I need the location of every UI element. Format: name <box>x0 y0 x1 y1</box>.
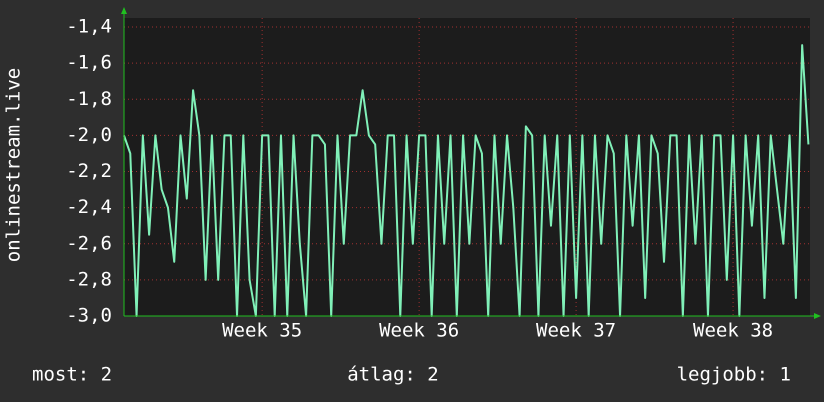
axis-arrow <box>121 7 127 14</box>
y-tick-label: -1,4 <box>66 16 112 38</box>
footer-current: most: 2 <box>32 364 112 386</box>
x-tick-label: Week 38 <box>693 320 773 342</box>
axis-arrow <box>814 313 821 319</box>
x-tick-label: Week 35 <box>222 320 302 342</box>
y-tick-label: -2,0 <box>66 124 112 146</box>
y-tick-label: -1,8 <box>66 88 112 110</box>
y-axis-label: onlinestream.live <box>3 68 25 262</box>
y-tick-label: -2,6 <box>66 232 112 254</box>
y-tick-label: -2,4 <box>66 196 112 218</box>
footer-average: átlag: 2 <box>347 364 439 386</box>
footer-best: legjobb: 1 <box>677 364 791 386</box>
y-tick-label: -1,6 <box>66 52 112 74</box>
data-line <box>123 44 810 317</box>
y-tick-label: -2,2 <box>66 160 112 182</box>
x-tick-label: Week 36 <box>379 320 459 342</box>
x-tick-label: Week 37 <box>536 320 616 342</box>
y-tick-label: -2,8 <box>66 268 112 290</box>
y-tick-label: -3,0 <box>66 305 112 327</box>
